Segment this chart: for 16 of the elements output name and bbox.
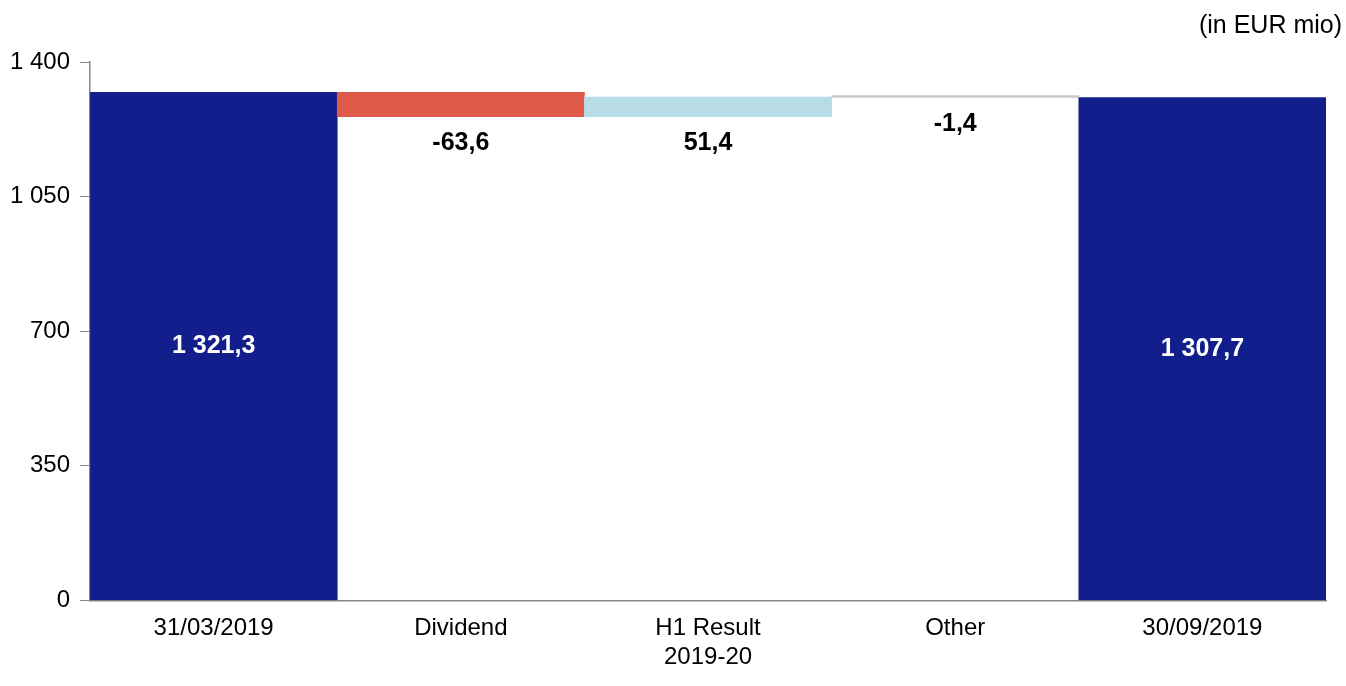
data-label: -63,6 [432, 127, 490, 156]
x-tick-label: H1 Result 2019-20 [655, 613, 762, 670]
x-tick-label: 30/09/2019 [1142, 613, 1263, 641]
y-tick-label: 1 050 [10, 181, 71, 209]
y-tick-label: 700 [30, 315, 71, 343]
text: (in EUR mio) [1198, 10, 1342, 39]
y-tick-label: 1 400 [10, 46, 71, 74]
y-tick-label: 0 [56, 585, 71, 613]
data-label: 51,4 [683, 127, 733, 156]
data-label: 1 321,3 [171, 330, 256, 359]
x-tick-label: 31/03/2019 [153, 613, 274, 641]
data-label: -1,4 [933, 107, 977, 136]
x-tick-label: Dividend [414, 613, 508, 641]
y-tick-label: 350 [30, 450, 71, 478]
x-tick-label: Other [925, 613, 986, 641]
data-label: 1 307,7 [1160, 332, 1245, 361]
